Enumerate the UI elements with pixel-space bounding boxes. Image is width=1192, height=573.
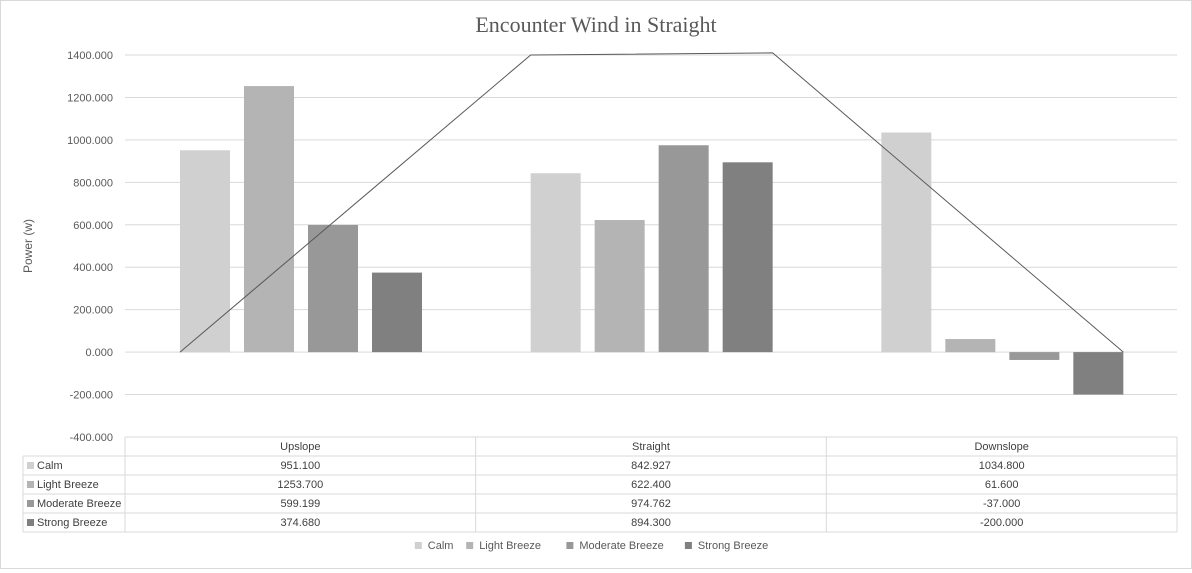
chart-title: Encounter Wind in Straight (475, 12, 716, 37)
y-tick-label: 1000.000 (67, 135, 113, 147)
table-row-label: Moderate Breeze (37, 498, 121, 510)
table-legend-swatch (27, 462, 34, 469)
legend-swatch (684, 542, 692, 549)
overlay-line (179, 52, 1124, 353)
y-tick-label: 400.000 (73, 262, 113, 274)
table-cell: 599.199 (280, 498, 320, 510)
bar-moderate-breeze (308, 224, 358, 353)
table-cell: -37.000 (983, 498, 1020, 510)
y-axis-ticks: 1400.000 1200.000 1000.000 800.000 600.000 40… (67, 50, 113, 444)
table-legend-swatch (27, 481, 34, 488)
y-tick-label: 1400.000 (67, 50, 113, 62)
table-cell: 61.600 (985, 479, 1019, 491)
table-row-label: Strong Breeze (37, 517, 107, 529)
table-cell: 894.300 (631, 517, 671, 529)
table-header-cell: Downslope (974, 441, 1028, 453)
table-cell: 622.400 (631, 479, 671, 491)
y-axis-label: Power (w) (21, 219, 35, 273)
legend-label: Calm (428, 540, 454, 552)
legend: Calm Light Breeze Moderate Breeze Strong Br… (414, 540, 768, 552)
table-cell: -200.000 (980, 517, 1023, 529)
bar-calm (881, 132, 932, 353)
bar-light-breeze (244, 86, 294, 353)
legend-label: Moderate Breeze (579, 540, 663, 552)
y-tick-label: -400.000 (70, 432, 113, 444)
bar-moderate-breeze (1009, 352, 1060, 360)
legend-swatch (414, 542, 422, 549)
legend-label: Strong Breeze (698, 540, 768, 552)
legend-label: Light Breeze (479, 540, 541, 552)
table-header-cell: Straight (632, 441, 670, 453)
bar-calm (530, 173, 581, 353)
y-tick-label: 200.000 (73, 305, 113, 317)
table-cell: 374.680 (280, 517, 320, 529)
bar-light-breeze (594, 220, 645, 353)
legend-swatch (566, 542, 574, 549)
bar-strong-breeze (372, 272, 422, 353)
legend-swatch (466, 542, 474, 549)
bar-strong-breeze (1073, 352, 1124, 395)
table-legend-swatch (27, 500, 34, 507)
table-cell: 1034.800 (979, 460, 1025, 472)
table-cell: 974.762 (631, 498, 671, 510)
table-header-cell: Upslope (280, 441, 320, 453)
bar-calm (180, 150, 230, 353)
table-legend-swatch (27, 519, 34, 526)
overlay-line-layer (179, 52, 1124, 353)
bar-moderate-breeze (658, 145, 709, 353)
table-cell: 842.927 (631, 460, 671, 472)
y-tick-label: 1200.000 (67, 92, 113, 104)
bar-light-breeze (945, 339, 996, 353)
y-tick-label: -200.000 (70, 390, 113, 402)
y-tick-label: 600.000 (73, 220, 113, 232)
table-row-label: Light Breeze (37, 479, 99, 491)
table-cell: 1253.700 (277, 479, 323, 491)
data-table: Upslope Straight Downslope Calm 951.100 842.9… (22, 436, 1178, 533)
bars (180, 86, 1124, 395)
table-row-label: Calm (37, 460, 63, 472)
y-tick-label: 800.000 (73, 177, 113, 189)
y-tick-label: 0.000 (85, 347, 113, 359)
table-cell: 951.100 (280, 460, 320, 472)
bar-strong-breeze (722, 162, 773, 353)
